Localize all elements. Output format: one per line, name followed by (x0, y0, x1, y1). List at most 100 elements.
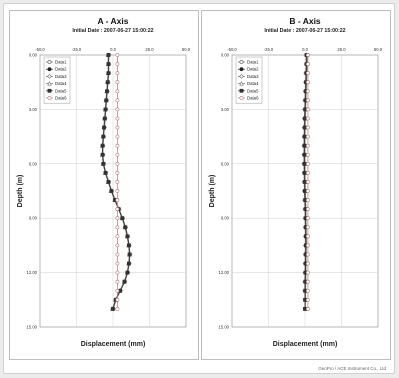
chart-subtitle: Initial Date : 2007-06-27 15:00:22 (72, 28, 153, 34)
legend-label: Data5 (55, 88, 67, 93)
data-point-data6 (115, 306, 120, 311)
data-point-data6 (115, 234, 120, 239)
legend-marker (239, 96, 244, 100)
data-point-data5 (104, 98, 109, 103)
legend-marker (47, 88, 52, 93)
data-point-data5 (302, 170, 307, 175)
data-point-data5 (106, 62, 111, 66)
data-point-data6 (115, 225, 120, 230)
data-point-data6 (115, 89, 120, 94)
data-point-data5 (102, 125, 106, 130)
data-point-data6 (306, 89, 310, 94)
data-point-data5 (302, 143, 307, 148)
data-point-data5 (103, 170, 108, 175)
y-tick-label: 0.00 (29, 53, 38, 58)
data-point-data6 (306, 297, 310, 302)
x-tick-label: 50.0 (374, 47, 383, 52)
data-point-data5 (102, 116, 107, 121)
y-tick-label: 15.00 (27, 325, 38, 330)
x-tick-label: -25.0 (264, 47, 274, 52)
data-point-data6 (306, 270, 310, 275)
data-point-data6 (306, 161, 310, 166)
data-point-data5 (302, 161, 307, 166)
data-point-data5 (302, 189, 307, 193)
legend-label: Data6 (247, 96, 259, 101)
legend-marker (47, 81, 52, 86)
data-point-data6 (115, 98, 120, 103)
data-point-data5 (302, 125, 307, 130)
data-point-data6 (306, 53, 310, 57)
data-point-data6 (306, 207, 310, 212)
x-tick-label: -50.0 (227, 47, 237, 52)
legend-marker (47, 96, 52, 100)
data-point-data6 (306, 170, 310, 175)
data-point-data5 (109, 189, 114, 193)
chart-subtitle: Initial Date : 2007-06-27 15:00:22 (264, 28, 345, 34)
data-point-data5 (105, 89, 109, 94)
y-tick-label: 6.00 (29, 161, 38, 166)
legend-marker (239, 74, 244, 79)
legend-label: Data5 (247, 88, 259, 93)
data-point-data6 (306, 125, 310, 130)
x-axis-label: Displacement (mm) (273, 341, 338, 348)
data-point-data6 (306, 107, 310, 112)
data-point-data6 (306, 62, 310, 66)
data-point-data6 (306, 306, 310, 311)
data-point-data5 (122, 279, 127, 284)
data-point-data6 (115, 180, 120, 184)
data-point-data6 (306, 180, 310, 184)
data-point-data5 (302, 134, 307, 139)
data-point-data5 (125, 234, 130, 239)
legend-label: Data4 (55, 81, 67, 86)
data-point-data6 (306, 116, 310, 121)
data-point-data6 (115, 152, 120, 157)
data-point-data6 (115, 134, 120, 139)
x-tick-label: 25.0 (337, 47, 346, 52)
data-point-data6 (306, 80, 310, 85)
footer-credit: GeoPro / ACE Instrument Co., Ltd (318, 366, 386, 371)
data-point-data5 (106, 53, 111, 57)
data-point-data5 (100, 143, 105, 148)
data-point-data6 (306, 234, 310, 239)
legend-box (43, 56, 71, 104)
data-point-data5 (125, 270, 130, 275)
data-point-data6 (115, 116, 120, 121)
legend-label: Data6 (55, 96, 67, 101)
data-point-data6 (115, 270, 120, 275)
data-point-data6 (115, 279, 120, 284)
y-tick-label: 15.00 (219, 325, 230, 330)
legend-label: Data1 (55, 60, 67, 65)
legend-box (235, 56, 263, 104)
y-tick-label: 6.00 (221, 161, 230, 166)
data-point-data6 (115, 207, 120, 212)
data-point-data6 (115, 80, 120, 85)
data-point-data5 (123, 225, 128, 230)
y-tick-label: 12.00 (219, 270, 230, 275)
legend-marker (239, 81, 244, 86)
data-point-data6 (306, 143, 310, 148)
data-point-data6 (115, 297, 120, 302)
data-point-data5 (105, 80, 110, 85)
legend-label: Data2 (247, 67, 259, 72)
data-point-data5 (127, 243, 131, 248)
legend-marker (47, 74, 52, 79)
legend-marker (239, 60, 244, 64)
legend-marker (239, 67, 244, 72)
legend-marker (47, 60, 52, 64)
y-axis-label: Depth (m) (209, 175, 216, 208)
data-point-data5 (100, 152, 105, 157)
data-point-data6 (306, 134, 310, 139)
legend-marker (239, 88, 244, 93)
legend-marker (47, 67, 52, 72)
data-point-data6 (115, 198, 120, 202)
legend-label: Data1 (247, 60, 259, 65)
x-axis-label: Displacement (mm) (81, 341, 146, 348)
legend-label: Data3 (247, 74, 259, 79)
data-point-data6 (115, 243, 120, 248)
data-point-data6 (115, 170, 120, 175)
data-point-data5 (302, 116, 307, 121)
a-axis-chart: A - Axis Initial Date : 2007-06-27 15:00:… (17, 16, 191, 348)
x-tick-label: -25.0 (72, 47, 82, 52)
data-point-data5 (103, 107, 108, 112)
data-point-data6 (115, 107, 120, 112)
